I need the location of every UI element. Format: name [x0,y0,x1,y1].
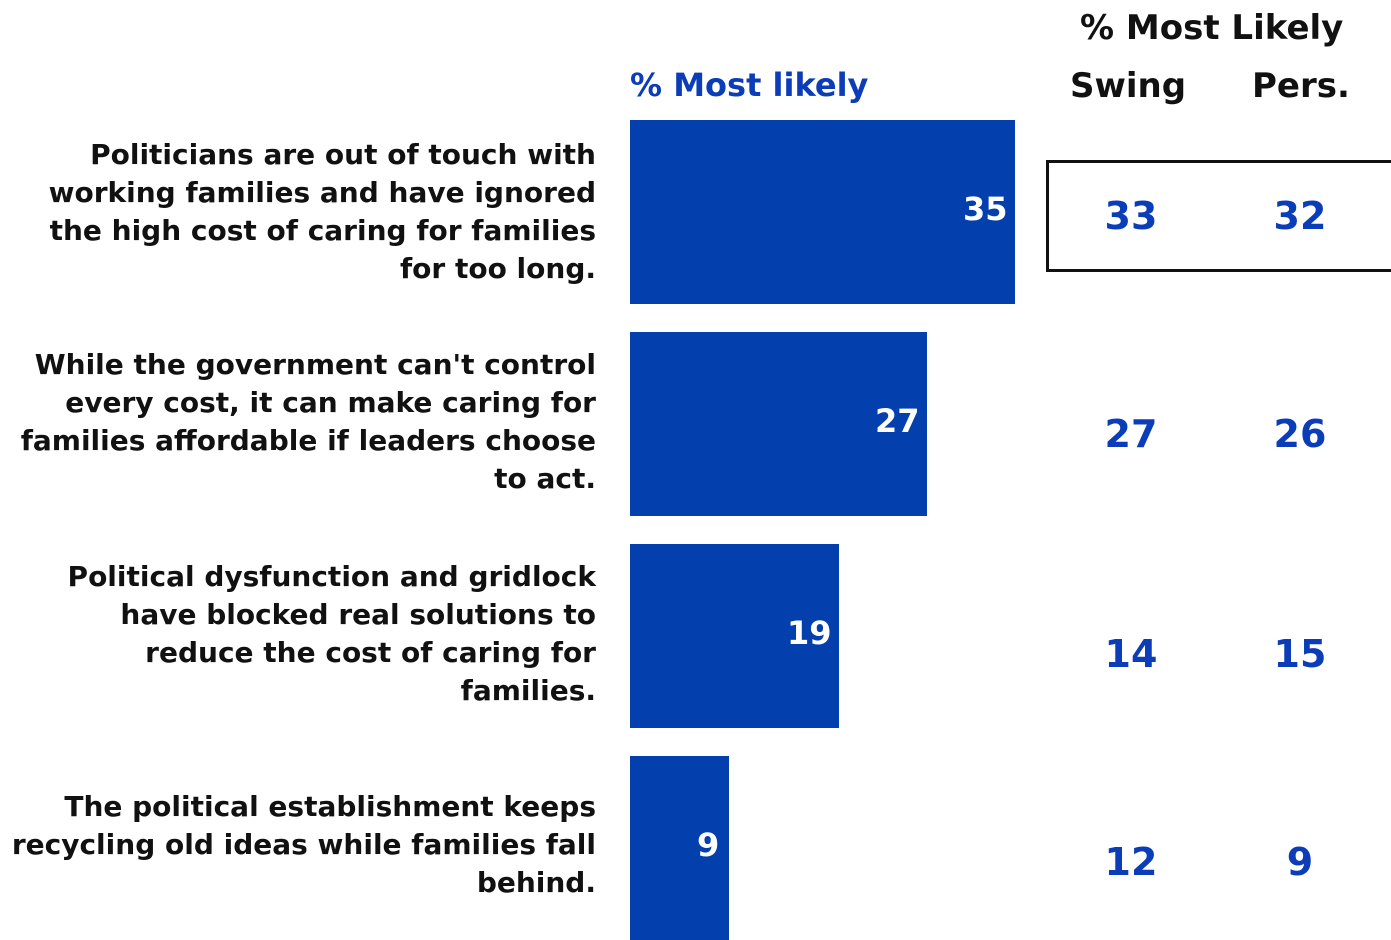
bar-value-label: 27 [875,402,920,440]
bar-value-label: 9 [697,826,720,864]
bar [630,332,927,516]
group-header: % Most Likely [1080,8,1344,48]
pers-column-header: Pers. [1252,66,1350,106]
bar [630,544,839,728]
bar [630,120,1015,304]
swing-column-header: Swing [1070,66,1187,106]
category-label: Politicians are out of touch with workin… [48,138,596,285]
pers-value: 9 [1286,840,1314,884]
bar [630,756,729,940]
swing-value: 14 [1104,632,1158,676]
bar-column-header: % Most likely [630,66,869,104]
swing-value: 27 [1104,412,1158,456]
category-label: While the government can't control every… [20,348,596,495]
pers-value: 15 [1273,632,1327,676]
pers-value: 26 [1273,412,1327,456]
category-label: Political dysfunction and gridlock have … [67,560,596,707]
swing-value: 12 [1104,840,1158,884]
swing-value: 33 [1104,194,1158,238]
pers-value: 32 [1273,194,1327,238]
bar-value-label: 35 [963,190,1008,228]
highlight-box [1046,160,1391,272]
category-label: The political establishment keeps recycl… [11,790,596,899]
bar-value-label: 19 [787,614,832,652]
